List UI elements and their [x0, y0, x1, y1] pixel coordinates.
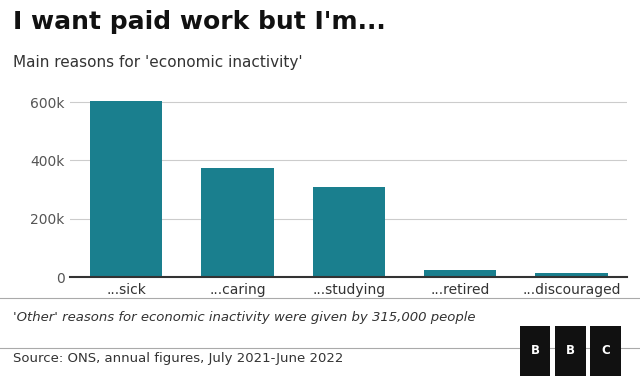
Bar — [424, 269, 497, 277]
Text: B: B — [566, 344, 575, 357]
Text: Source: ONS, annual figures, July 2021-June 2022: Source: ONS, annual figures, July 2021-J… — [13, 352, 343, 366]
Bar — [535, 273, 608, 277]
Text: Main reasons for 'economic inactivity': Main reasons for 'economic inactivity' — [13, 55, 303, 70]
Bar — [520, 326, 550, 376]
Text: B: B — [531, 344, 540, 357]
Bar — [312, 187, 385, 277]
Text: I want paid work but I'm...: I want paid work but I'm... — [13, 10, 385, 33]
Text: C: C — [601, 344, 610, 357]
Bar — [555, 326, 586, 376]
Bar — [590, 326, 621, 376]
Text: 'Other' reasons for economic inactivity were given by 315,000 people: 'Other' reasons for economic inactivity … — [13, 312, 476, 325]
Bar — [90, 101, 163, 277]
Bar — [201, 168, 274, 277]
